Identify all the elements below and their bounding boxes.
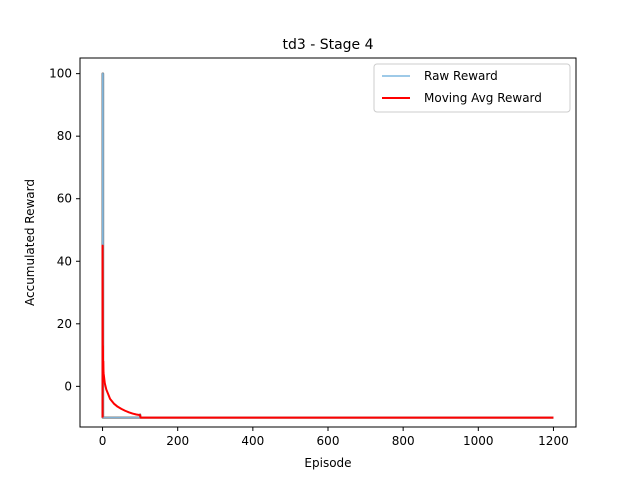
- legend-label-moving-avg-reward: Moving Avg Reward: [424, 91, 542, 105]
- x-tick-label: 400: [241, 434, 264, 448]
- x-axis: 0 200 400 600 800 1000 1200: [99, 427, 569, 448]
- x-tick-label: 1200: [538, 434, 569, 448]
- y-tick-label: 0: [64, 379, 72, 393]
- x-tick-label: 0: [99, 434, 107, 448]
- y-tick-label: 100: [49, 67, 72, 81]
- x-tick-label: 1000: [463, 434, 494, 448]
- chart-title: td3 - Stage 4: [282, 37, 373, 53]
- y-axis-label: Accumulated Reward: [23, 179, 37, 306]
- legend-label-raw-reward: Raw Reward: [424, 69, 498, 83]
- y-tick-label: 80: [57, 129, 72, 143]
- x-axis-label: Episode: [304, 456, 351, 470]
- y-tick-label: 20: [57, 317, 72, 331]
- x-tick-label: 800: [392, 434, 415, 448]
- x-tick-label: 200: [166, 434, 189, 448]
- series-layer: [101, 72, 554, 419]
- legend-box: [373, 63, 571, 113]
- moving-avg-reward-line: [101, 244, 554, 419]
- y-axis: 0 20 40 60 80 100: [49, 67, 80, 393]
- y-tick-label: 60: [57, 192, 72, 206]
- x-tick-label: 600: [317, 434, 340, 448]
- legend: Raw Reward Moving Avg Reward: [373, 63, 571, 113]
- y-tick-label: 40: [57, 254, 72, 268]
